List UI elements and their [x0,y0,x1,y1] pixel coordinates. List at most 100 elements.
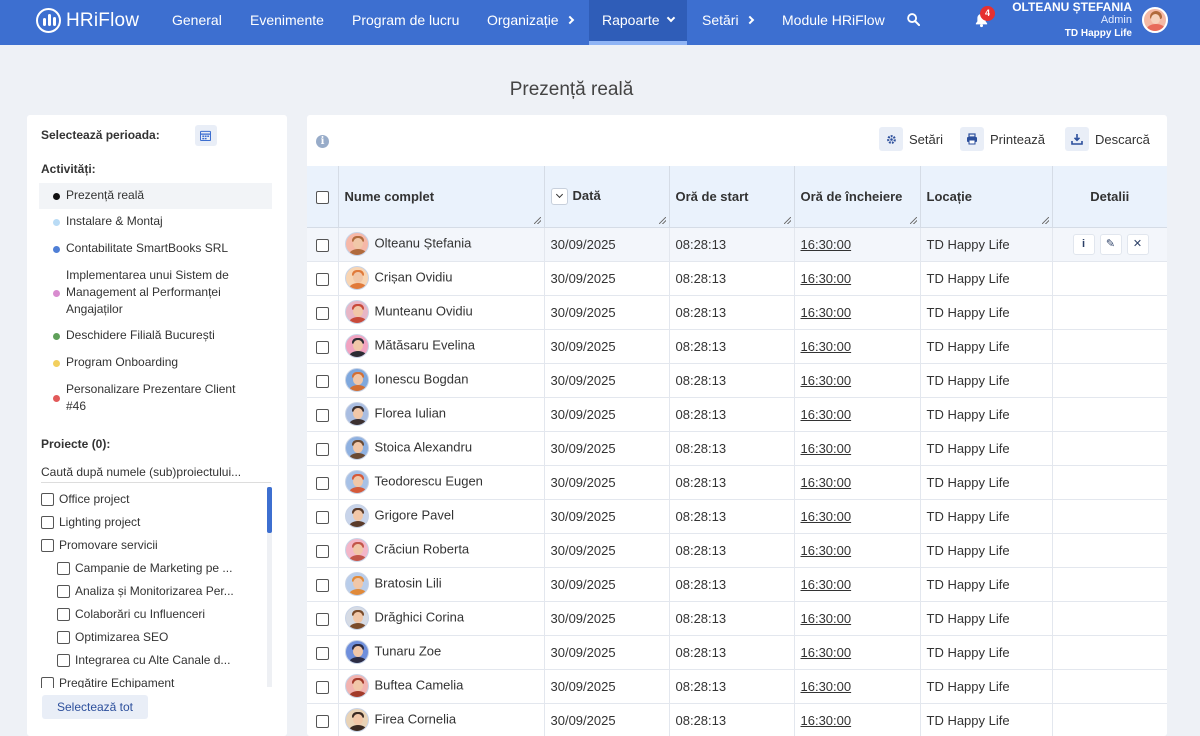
table-row[interactable]: Crăciun Roberta 30/09/2025 08:28:13 16:30:0… [307,533,1167,568]
info-icon[interactable]: i [1072,233,1095,255]
employee-name-cell[interactable]: Tunaru Zoe [338,635,545,670]
project-item[interactable]: Lighting project [41,515,140,529]
end-time-link[interactable]: 16:30:00 [800,610,852,626]
row-checkbox[interactable] [315,442,329,456]
table-row[interactable]: Tunaru Zoe 30/09/2025 08:28:13 16:30:00 TD H… [307,635,1167,670]
nav-general[interactable]: General [172,0,222,45]
end-time-link[interactable]: 16:30:00 [800,270,852,286]
download-button[interactable]: Descarcă [1065,126,1150,152]
employee-name-cell[interactable]: Ionescu Bogdan [338,363,545,398]
row-checkbox[interactable] [315,544,329,558]
sort-chevron-down-icon[interactable] [550,187,568,205]
scrollbar-thumb[interactable] [267,487,272,533]
end-time-link[interactable]: 16:30:00 [800,338,852,354]
table-row[interactable]: Grigore Pavel 30/09/2025 08:28:13 16:30:00 T… [307,499,1167,534]
logo[interactable]: HRiFlow [36,8,139,33]
activity-item[interactable]: Program Onboarding [39,354,272,371]
table-row[interactable]: Olteanu Ștefania 30/09/2025 08:28:13 16:30:… [307,227,1167,262]
employee-name-cell[interactable]: Drăghici Corina [338,601,545,636]
info-icon[interactable]: i [316,135,329,148]
end-time-link[interactable]: 16:30:00 [800,678,852,694]
select-all-button[interactable]: Selectează tot [42,695,148,719]
employee-name-cell[interactable]: Olteanu Ștefania [338,227,545,262]
end-time-link[interactable]: 16:30:00 [800,236,852,252]
nav-rapoarte[interactable]: Rapoarte [589,0,687,45]
row-checkbox[interactable] [315,374,329,388]
end-time-link[interactable]: 16:30:00 [800,406,852,422]
employee-name-cell[interactable]: Bratosin Lili [338,567,545,602]
subproject-item[interactable]: Colaborări cu Influenceri [57,607,205,621]
employee-name-cell[interactable]: Crăciun Roberta [338,533,545,568]
user-avatar[interactable] [1142,7,1168,33]
calendar-button[interactable] [195,125,217,146]
project-checkbox[interactable] [41,538,54,552]
employee-name-cell[interactable]: Crișan Ovidiu [338,261,545,296]
project-checkbox[interactable] [41,515,54,529]
end-time-link[interactable]: 16:30:00 [800,712,852,728]
row-checkbox[interactable] [315,612,329,626]
row-checkbox[interactable] [315,578,329,592]
project-item[interactable]: Office project [41,492,129,506]
select-all-rows-checkbox[interactable] [315,190,329,204]
project-checkbox[interactable] [41,676,54,688]
activity-item[interactable]: Contabilitate SmartBooks SRL [39,240,272,257]
column-header-date[interactable]: Dată [544,166,670,228]
row-checkbox[interactable] [315,510,329,524]
project-item[interactable]: Pregătire Echipament [41,676,174,688]
end-time-link[interactable]: 16:30:00 [800,372,852,388]
employee-name-cell[interactable]: Stoica Alexandru [338,431,545,466]
employee-name-cell[interactable]: Buftea Camelia [338,669,545,704]
end-time-link[interactable]: 16:30:00 [800,474,852,490]
table-row[interactable]: Mătăsaru Evelina 30/09/2025 08:28:13 16:30:… [307,329,1167,364]
row-checkbox[interactable] [315,476,329,490]
table-row[interactable]: Florea Iulian 30/09/2025 08:28:13 16:30:00 T… [307,397,1167,432]
table-row[interactable]: Stoica Alexandru 30/09/2025 08:28:13 16:30:… [307,431,1167,466]
employee-name-cell[interactable]: Florea Iulian [338,397,545,432]
row-checkbox[interactable] [315,238,329,252]
column-header-name[interactable]: Nume complet [338,166,545,228]
subproject-item[interactable]: Analiza și Monitorizarea Per... [57,584,234,598]
employee-name-cell[interactable]: Firea Cornelia [338,703,545,736]
activity-item[interactable]: Instalare & Montaj [39,213,272,230]
project-search-input[interactable] [41,461,271,483]
row-checkbox[interactable] [315,272,329,286]
subproject-item[interactable]: Optimizarea SEO [57,630,168,644]
activity-item[interactable]: Prezență reală [39,183,272,209]
nav-program-de-lucru[interactable]: Program de lucru [352,0,459,45]
user-info[interactable]: OLTEANU ȘTEFANIA Admin TD Happy Life [1012,1,1132,40]
table-row[interactable]: Firea Cornelia 30/09/2025 08:28:13 16:30:00… [307,703,1167,736]
subproject-item[interactable]: Campanie de Marketing pe ... [57,561,232,575]
row-checkbox[interactable] [315,680,329,694]
settings-button[interactable]: Setări [879,126,943,152]
project-list-scrollbar[interactable] [267,487,272,687]
end-time-link[interactable]: 16:30:00 [800,508,852,524]
table-row[interactable]: Crișan Ovidiu 30/09/2025 08:28:13 16:30:00 T… [307,261,1167,296]
row-checkbox[interactable] [315,408,329,422]
nav-module-hriflow[interactable]: Module HRiFlow [782,0,885,45]
table-row[interactable]: Ionescu Bogdan 30/09/2025 08:28:13 16:30:00… [307,363,1167,398]
activity-item[interactable]: Implementarea unui Sistem de Management … [39,267,272,318]
employee-name-cell[interactable]: Mătăsaru Evelina [338,329,545,364]
activity-item[interactable]: Personalizare Prezentare Client #46 [39,381,272,415]
end-time-link[interactable]: 16:30:00 [800,542,852,558]
nav-evenimente[interactable]: Evenimente [250,0,324,45]
column-header-end-time[interactable]: Oră de încheiere [794,166,921,228]
employee-name-cell[interactable]: Munteanu Ovidiu [338,295,545,330]
column-header-location[interactable]: Locație [920,166,1053,228]
project-checkbox[interactable] [57,584,70,598]
activity-item[interactable]: Deschidere Filială București [39,327,272,344]
row-checkbox[interactable] [315,714,329,728]
table-row[interactable]: Teodorescu Eugen 30/09/2025 08:28:13 16:30:… [307,465,1167,500]
project-checkbox[interactable] [57,607,70,621]
table-row[interactable]: Munteanu Ovidiu 30/09/2025 08:28:13 16:30:0… [307,295,1167,330]
nav-setari[interactable]: Setări [702,0,754,45]
end-time-link[interactable]: 16:30:00 [800,644,852,660]
employee-name-cell[interactable]: Teodorescu Eugen [338,465,545,500]
nav-organizatie[interactable]: Organizație [487,0,574,45]
search-icon[interactable] [907,13,920,26]
end-time-link[interactable]: 16:30:00 [800,440,852,456]
delete-x-icon[interactable]: ✕ [1126,233,1149,255]
row-checkbox[interactable] [315,340,329,354]
project-checkbox[interactable] [57,653,70,667]
edit-pencil-icon[interactable]: ✎ [1099,233,1122,255]
